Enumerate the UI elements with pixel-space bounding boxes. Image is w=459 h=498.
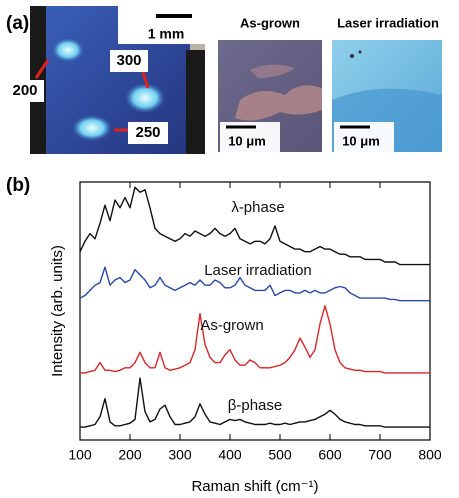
x-tick-label: 300 bbox=[168, 447, 192, 463]
x-axis-label: Raman shift (cm⁻¹) bbox=[191, 478, 318, 495]
spot-label: 200 bbox=[12, 82, 37, 99]
y-axis-label: Intensity (arb. units) bbox=[49, 245, 66, 377]
x-tick-label: 400 bbox=[218, 447, 242, 463]
scale-bar-label: 10 μm bbox=[342, 133, 380, 148]
scale-bar-label: 10 μm bbox=[228, 133, 266, 148]
image-title: As-grown bbox=[240, 15, 300, 30]
panel-label: (a) bbox=[6, 13, 29, 34]
x-tick-label: 100 bbox=[68, 447, 92, 463]
x-tick-label: 500 bbox=[268, 447, 292, 463]
x-tick-label: 700 bbox=[368, 447, 392, 463]
image-title: Laser irradiation bbox=[337, 15, 439, 30]
series-label: β-phase bbox=[228, 397, 283, 414]
plot-frame bbox=[79, 181, 431, 441]
spectrum bbox=[79, 186, 430, 266]
spectrum bbox=[80, 377, 430, 428]
photo-sample bbox=[6, 6, 206, 154]
scale-bar-label: 1 mm bbox=[148, 26, 185, 42]
series-label: λ-phase bbox=[231, 199, 284, 216]
photo-laser bbox=[332, 40, 442, 152]
series-label: Laser irradiation bbox=[204, 262, 312, 279]
series-label: As-grown bbox=[200, 317, 263, 334]
x-tick-label: 600 bbox=[318, 447, 342, 463]
spectrum bbox=[80, 305, 430, 374]
panel-label: (b) bbox=[6, 175, 30, 196]
spot-label: 300 bbox=[116, 52, 141, 69]
spectrum bbox=[79, 266, 430, 302]
x-tick-label: 200 bbox=[118, 447, 142, 463]
photo-as-grown bbox=[218, 40, 322, 152]
spot-label: 250 bbox=[135, 124, 160, 141]
x-tick-label: 800 bbox=[418, 447, 442, 463]
